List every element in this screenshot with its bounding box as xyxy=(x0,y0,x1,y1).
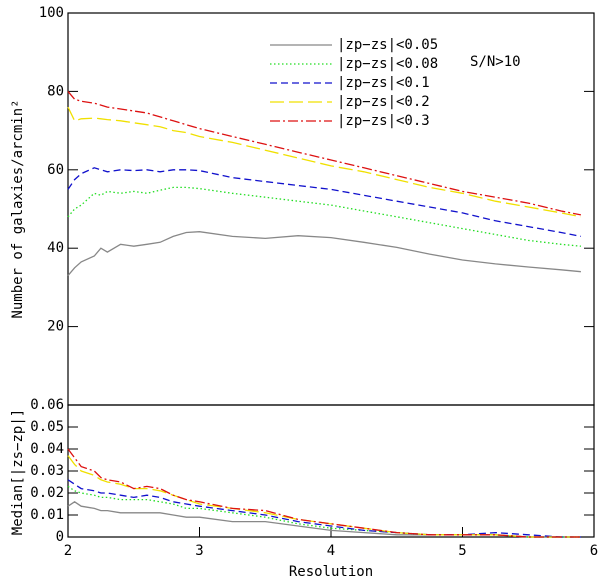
y-tick-label: 100 xyxy=(39,5,64,21)
legend-label: |zp−zs|<0.1 xyxy=(337,75,430,91)
x-tick-label: 2 xyxy=(64,543,72,559)
series-line xyxy=(67,167,582,238)
y-tick-label: 0.03 xyxy=(30,463,64,479)
x-tick-label: 3 xyxy=(195,543,203,559)
x-axis-label: Resolution xyxy=(289,564,373,580)
y-tick-label: 0.05 xyxy=(30,419,64,435)
series-line xyxy=(67,501,581,538)
y-tick-label: 0.04 xyxy=(30,441,64,457)
y-tick-label: 20 xyxy=(47,319,64,335)
series-line xyxy=(67,90,582,216)
y-axis-label: Number of galaxies/arcmin² xyxy=(10,99,26,318)
series-line xyxy=(67,448,581,538)
y-tick-label: 60 xyxy=(47,162,64,178)
legend-label: |zp−zs|<0.2 xyxy=(337,94,430,110)
y-tick-label: 0.06 xyxy=(30,397,64,413)
x-tick-label: 5 xyxy=(458,543,466,559)
series-line xyxy=(67,186,581,247)
annotation: S/N>10 xyxy=(470,54,521,70)
bottom-frame xyxy=(67,404,595,538)
legend-label: |zp−zs|<0.08 xyxy=(337,56,438,72)
y-tick-label: 0 xyxy=(56,529,64,545)
legend-label: |zp−zs|<0.05 xyxy=(337,37,438,53)
y-axis-label: Median[|zs−zp|] xyxy=(10,409,26,535)
series-line xyxy=(67,106,582,218)
y-tick-label: 80 xyxy=(47,83,64,99)
y-tick-label: 0.02 xyxy=(30,485,64,501)
y-tick-label: 40 xyxy=(47,240,64,256)
legend-label: |zp−zs|<0.3 xyxy=(337,113,430,129)
x-tick-label: 4 xyxy=(327,543,335,559)
y-tick-label: 0.01 xyxy=(30,507,64,523)
series-line xyxy=(67,231,581,277)
x-tick-label: 6 xyxy=(590,543,598,559)
top-frame xyxy=(67,12,595,406)
series-line xyxy=(67,455,581,538)
